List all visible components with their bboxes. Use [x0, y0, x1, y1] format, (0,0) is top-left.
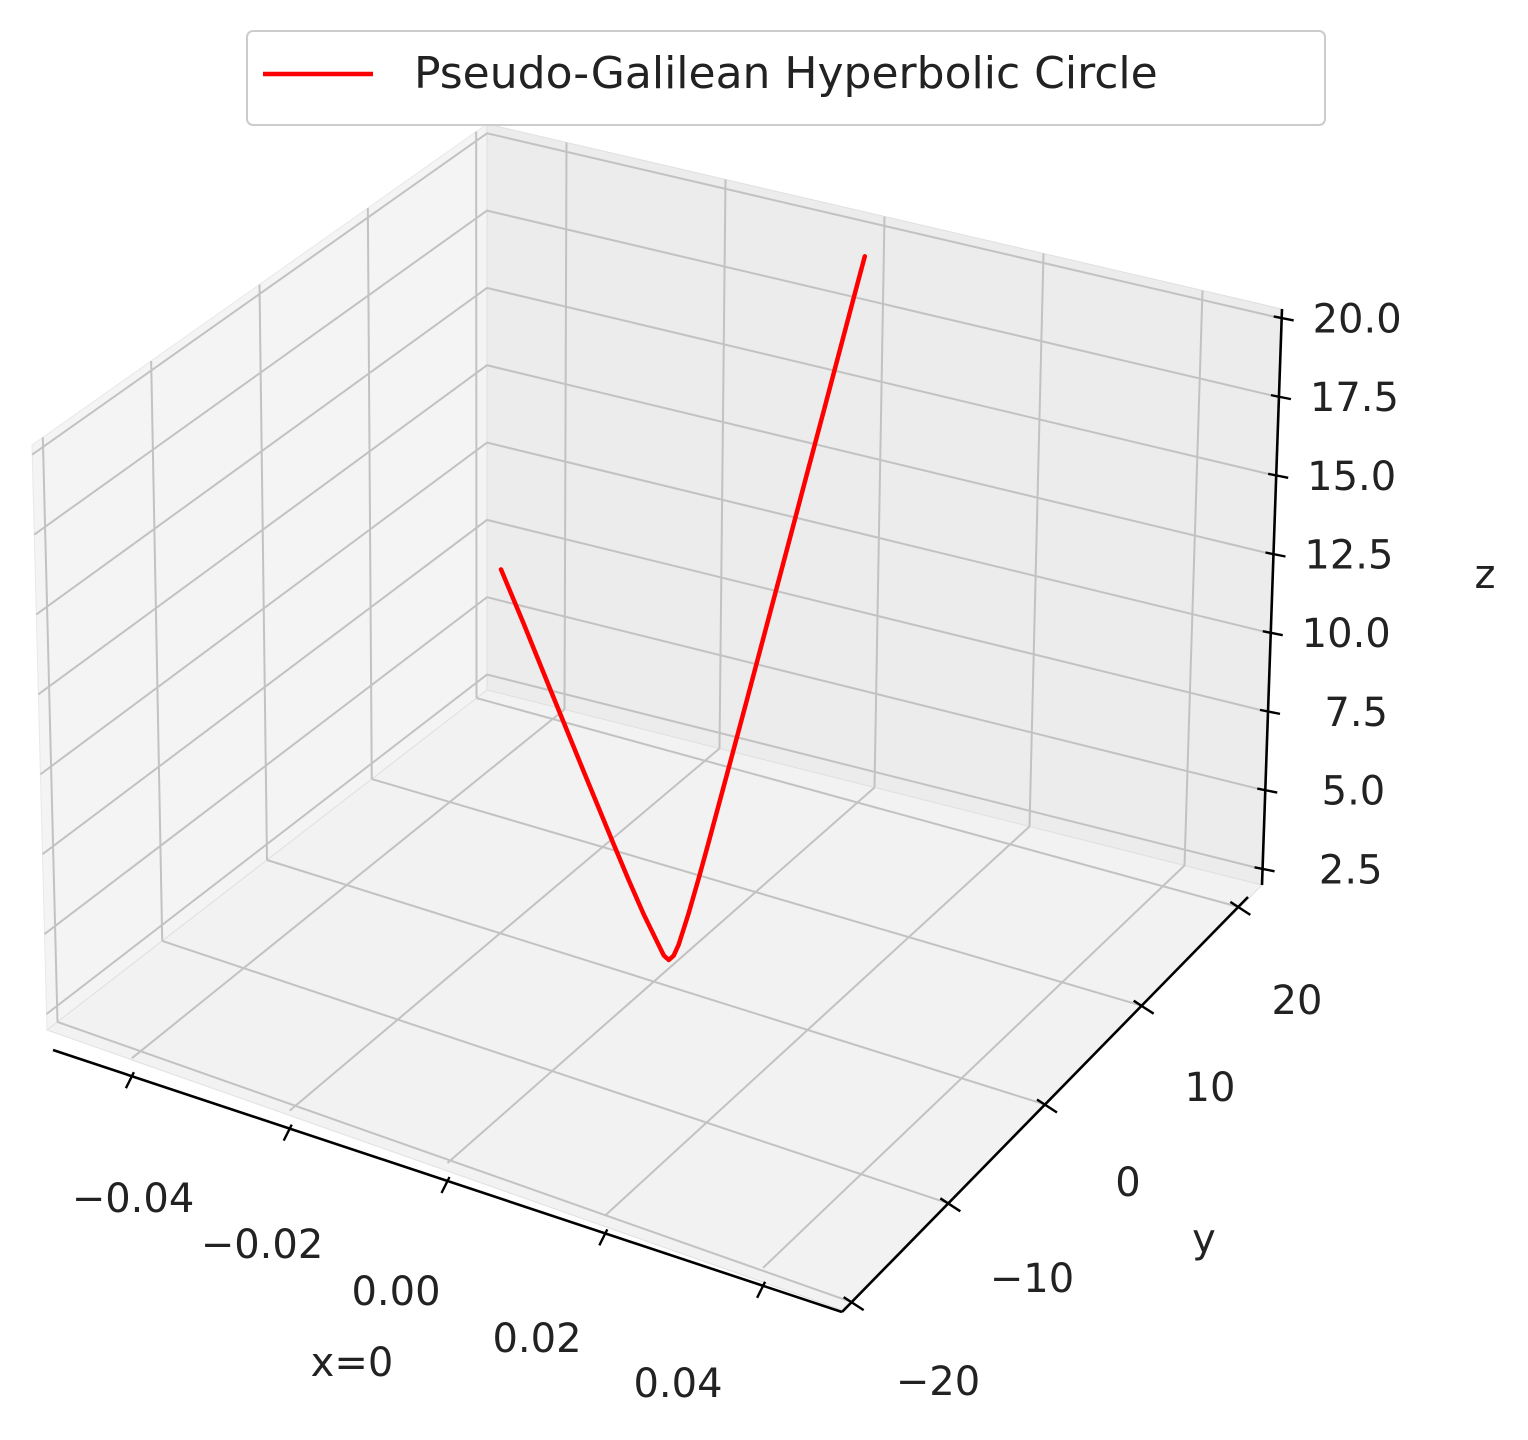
x-gridline-wall: [1028, 253, 1045, 827]
y-tick-label: 10: [1185, 1065, 1236, 1111]
series-line: [498, 254, 868, 963]
grid-lines: [31, 131, 1282, 1304]
y-gridline: [371, 778, 1142, 1007]
tick-marks: [124, 315, 1294, 1312]
z-tick: [1267, 472, 1289, 479]
z-gridline: [43, 596, 1266, 935]
z-gridline: [41, 518, 1269, 855]
z-tick: [1254, 866, 1275, 873]
series-layer: [498, 254, 868, 963]
legend: Pseudo-Galilean Hyperbolic Circle: [246, 30, 1326, 126]
z-tick: [1262, 630, 1283, 637]
z-gridline: [31, 132, 1282, 456]
x-gridline: [446, 786, 876, 1164]
z-gridline: [45, 673, 1263, 1015]
y-gridline: [161, 940, 949, 1205]
x-tick: [282, 1124, 293, 1142]
z-tick: [1259, 708, 1281, 716]
x-tick: [756, 1281, 767, 1299]
y-gridline-wall: [258, 284, 268, 861]
x-tick-label: 0.00: [351, 1269, 440, 1315]
z-gridline: [33, 209, 1280, 536]
y-tick-label: −10: [990, 1256, 1074, 1302]
y-tick-label: 20: [1272, 978, 1323, 1024]
y-axis-label: y: [1192, 1216, 1216, 1262]
y-tick: [1036, 1098, 1058, 1114]
y-tick-label: 0: [1115, 1160, 1140, 1206]
z-tick-label: 7.5: [1324, 690, 1388, 736]
x-tick-label: 0.04: [633, 1361, 722, 1407]
y-gridline-wall: [150, 360, 164, 941]
y-tick: [1133, 999, 1155, 1015]
y-gridline-wall: [366, 208, 373, 780]
x-gridline: [289, 747, 721, 1112]
z-tick-label: 17.5: [1310, 375, 1399, 421]
z-tick: [1273, 315, 1294, 322]
z-gridline: [37, 364, 1274, 696]
x-tick-label: 0.02: [492, 1316, 581, 1362]
z-tick-label: 10.0: [1302, 611, 1391, 657]
y-gridline: [57, 1020, 852, 1304]
y-tick: [843, 1296, 865, 1312]
x-gridline: [762, 864, 1186, 1269]
tick-labels: −0.04−0.02 0.00 0.02 0.04 −20 −10 0 10 20 2.5 5.0 7…: [72, 296, 1402, 1407]
x-tick: [440, 1176, 451, 1194]
z-tick-label: 5.0: [1322, 769, 1386, 815]
y-tick: [1229, 900, 1251, 916]
y-gridline: [266, 859, 1046, 1106]
z-gridline: [39, 441, 1271, 776]
z-tick: [1265, 551, 1286, 558]
z-tick-label: 12.5: [1304, 533, 1393, 579]
axes-panes: [31, 123, 1283, 1311]
x-tick-label: −0.02: [201, 1222, 324, 1268]
x-gridline-wall: [1183, 290, 1204, 866]
x-tick-label: −0.04: [72, 1176, 195, 1222]
legend-box: [246, 30, 1326, 126]
z-tick: [1257, 787, 1278, 794]
z-tick-label: 2.5: [1319, 847, 1383, 893]
x-gridline-wall: [563, 142, 568, 710]
y-tick-label: −20: [896, 1359, 980, 1405]
y-gridline: [476, 697, 1239, 908]
y-gridline-wall: [41, 437, 59, 1022]
z-tick: [1270, 393, 1292, 401]
x-tick: [598, 1228, 609, 1246]
y-tick: [939, 1197, 961, 1213]
x-gridline: [604, 825, 1031, 1217]
x-gridline-wall: [873, 216, 886, 788]
z-tick-label: 15.0: [1307, 454, 1396, 500]
x-gridline: [131, 708, 566, 1059]
legend-label: Pseudo-Galilean Hyperbolic Circle: [414, 48, 1158, 99]
x-gridline-wall: [718, 179, 727, 749]
x-tick: [124, 1071, 135, 1089]
z-gridline: [35, 286, 1277, 616]
x-axis-label: x=0: [311, 1340, 394, 1386]
z-tick-label: 20.0: [1313, 296, 1402, 342]
z-axis-label: z: [1475, 552, 1496, 598]
